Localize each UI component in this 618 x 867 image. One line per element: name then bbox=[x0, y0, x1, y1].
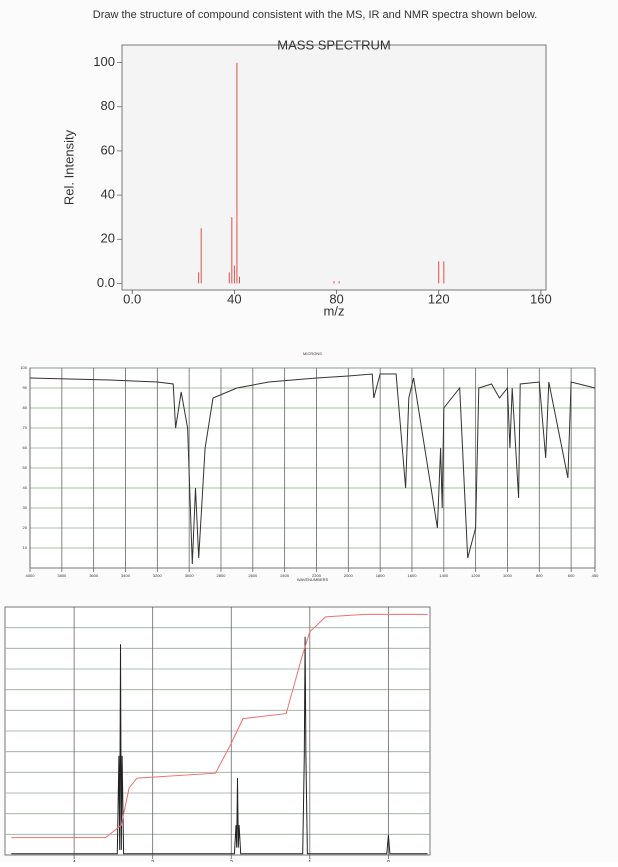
x-tick-label: 1800 bbox=[376, 573, 386, 578]
x-tick-label: 2600 bbox=[248, 573, 258, 578]
y-tick-label: 20 bbox=[101, 231, 115, 246]
x-tick-label: 2000 bbox=[344, 573, 354, 578]
x-tick-label: 600 bbox=[568, 573, 575, 578]
y-tick-label: 80 bbox=[23, 405, 28, 410]
y-tick-label: 60 bbox=[23, 445, 28, 450]
x-axis-label: WAVENUMBERS bbox=[297, 577, 329, 582]
x-tick-label: 1600 bbox=[408, 573, 418, 578]
x-tick-label: 2800 bbox=[217, 573, 227, 578]
x-tick-label: 80 bbox=[329, 291, 343, 306]
instruction: Draw the structure of compound consisten… bbox=[93, 9, 537, 21]
x-tick-label: 450 bbox=[592, 573, 599, 578]
y-tick-label: 40 bbox=[23, 485, 28, 490]
x-tick-label: 2400 bbox=[280, 573, 290, 578]
y-tick-label: 40 bbox=[101, 187, 115, 202]
y-tick-label: 50 bbox=[23, 465, 28, 470]
x-tick-label: 120 bbox=[428, 291, 450, 306]
spectrum-line bbox=[29, 373, 596, 565]
y-axis-label: Rel. Intensity bbox=[61, 129, 76, 205]
y-tick-label: 0.0 bbox=[97, 275, 115, 290]
x-tick-label: 1400 bbox=[439, 573, 449, 578]
y-tick-label: 100 bbox=[20, 365, 27, 370]
y-tick-label: 90 bbox=[23, 385, 28, 390]
plot-frame bbox=[121, 44, 547, 291]
y-tick-label: 10 bbox=[23, 545, 28, 550]
x-tick-label: 3800 bbox=[57, 573, 67, 578]
x-tick-label: 160 bbox=[530, 291, 552, 306]
x-tick-label: 1000 bbox=[503, 573, 513, 578]
chart-title: MASS SPECTRUM bbox=[277, 37, 390, 52]
x-tick-label: 3200 bbox=[153, 573, 163, 578]
y-tick-label: 60 bbox=[101, 142, 115, 157]
x-axis-label: m/z bbox=[324, 303, 345, 318]
spectrum-line bbox=[11, 636, 428, 855]
x-tick-label: 2200 bbox=[312, 573, 322, 578]
x-tick-label: 40 bbox=[227, 291, 241, 306]
y-tick-label: 70 bbox=[23, 425, 28, 430]
x-tick-label: 4000 bbox=[26, 573, 36, 578]
chart-title: MICRONS bbox=[303, 351, 322, 356]
x-tick-label: 0.0 bbox=[123, 291, 141, 306]
x-tick-label: 3600 bbox=[89, 573, 99, 578]
x-tick-label: 3000 bbox=[185, 573, 195, 578]
x-tick-label: 1200 bbox=[471, 573, 481, 578]
x-tick-label: 3400 bbox=[121, 573, 131, 578]
y-tick-label: 100 bbox=[93, 54, 115, 69]
y-tick-label: 80 bbox=[101, 98, 115, 113]
y-tick-label: 30 bbox=[23, 505, 28, 510]
y-tick-label: 20 bbox=[23, 525, 28, 530]
spectrum-line bbox=[11, 613, 428, 839]
x-tick-label: 800 bbox=[536, 573, 543, 578]
